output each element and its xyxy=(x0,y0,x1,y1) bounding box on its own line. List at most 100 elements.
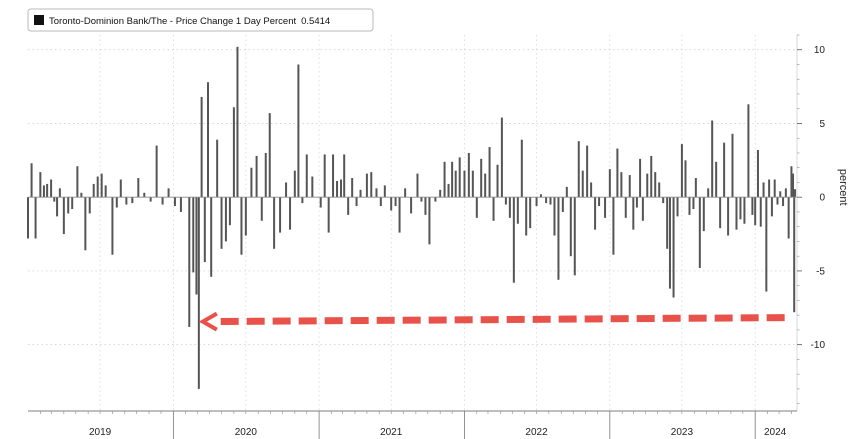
legend-value: 0.5414 xyxy=(301,16,330,27)
bar xyxy=(525,197,528,236)
bar xyxy=(500,117,503,198)
bar xyxy=(355,197,358,207)
bar xyxy=(297,64,300,198)
bar xyxy=(188,197,191,327)
bar xyxy=(694,178,697,198)
bar xyxy=(343,154,346,198)
bar xyxy=(577,141,580,198)
bar xyxy=(27,197,29,239)
bar xyxy=(192,197,195,273)
bar xyxy=(115,197,118,208)
bar xyxy=(228,197,231,226)
bar xyxy=(650,155,653,198)
bar xyxy=(793,197,796,313)
bar xyxy=(707,188,710,198)
bar xyxy=(404,188,407,198)
bar xyxy=(662,197,665,204)
bar xyxy=(561,197,564,212)
bar xyxy=(535,197,538,207)
bar xyxy=(770,197,773,217)
bar xyxy=(119,179,122,198)
bar xyxy=(765,197,768,292)
bar xyxy=(240,197,243,255)
bar xyxy=(327,197,330,233)
bar xyxy=(232,107,235,198)
bar xyxy=(58,188,61,198)
bar xyxy=(779,191,782,198)
bar xyxy=(80,192,83,198)
y-tick-label: 0 xyxy=(819,193,825,204)
bar xyxy=(516,197,519,224)
bar xyxy=(553,197,556,236)
bar xyxy=(111,197,114,255)
bar xyxy=(463,170,466,198)
bar xyxy=(711,120,714,198)
bar xyxy=(264,152,267,198)
bar xyxy=(379,197,382,207)
bar xyxy=(50,179,53,198)
bar xyxy=(336,180,339,198)
bar xyxy=(719,197,722,229)
bar xyxy=(53,197,56,202)
bar xyxy=(594,197,597,230)
bar xyxy=(131,197,134,204)
bar xyxy=(260,197,263,221)
bar xyxy=(512,197,515,283)
bar xyxy=(434,197,437,202)
bar xyxy=(311,176,314,198)
annotation-arrow-head xyxy=(198,311,218,332)
bar xyxy=(545,197,548,204)
x-year-label: 2021 xyxy=(380,427,403,438)
bar xyxy=(207,82,209,198)
bar xyxy=(654,172,657,198)
bar xyxy=(484,173,487,198)
x-axis: 2019 2020 2021 2022 2023 2024 xyxy=(28,410,797,439)
bar xyxy=(635,197,638,208)
bar xyxy=(739,197,742,220)
bar xyxy=(289,197,292,230)
bar xyxy=(784,188,787,198)
bar xyxy=(84,197,87,251)
bar xyxy=(480,158,483,198)
bar xyxy=(197,197,200,389)
bar xyxy=(323,154,326,198)
bar xyxy=(439,189,442,198)
bar xyxy=(195,197,198,295)
bar xyxy=(590,182,593,198)
bar xyxy=(67,197,70,214)
y-axis: 10 5 0 -5 -10 xyxy=(796,34,826,411)
bar xyxy=(365,173,368,198)
bar xyxy=(42,185,45,198)
bar xyxy=(790,166,793,198)
bar xyxy=(759,197,762,227)
bar xyxy=(370,172,373,198)
bar xyxy=(216,139,219,198)
bar xyxy=(62,197,65,235)
bar xyxy=(96,176,99,198)
bar xyxy=(375,188,378,198)
bar xyxy=(56,197,59,217)
bar xyxy=(782,197,785,207)
bar xyxy=(608,169,611,198)
bar xyxy=(255,155,258,198)
bar xyxy=(149,197,152,202)
bar xyxy=(451,161,454,198)
bar xyxy=(773,179,776,198)
y-tick-label: 10 xyxy=(814,45,826,56)
bar xyxy=(508,197,511,218)
x-year-label: 2020 xyxy=(235,427,258,438)
bar xyxy=(279,197,282,233)
bar xyxy=(680,144,683,198)
bar xyxy=(273,197,276,249)
bar xyxy=(620,172,623,198)
bar xyxy=(383,185,386,198)
bar xyxy=(557,197,560,280)
bar xyxy=(639,158,642,198)
bar xyxy=(319,197,322,208)
x-year-label: 2024 xyxy=(764,427,787,438)
bar xyxy=(390,197,393,211)
bar xyxy=(581,170,584,198)
bar xyxy=(731,133,734,198)
bar xyxy=(179,197,182,212)
